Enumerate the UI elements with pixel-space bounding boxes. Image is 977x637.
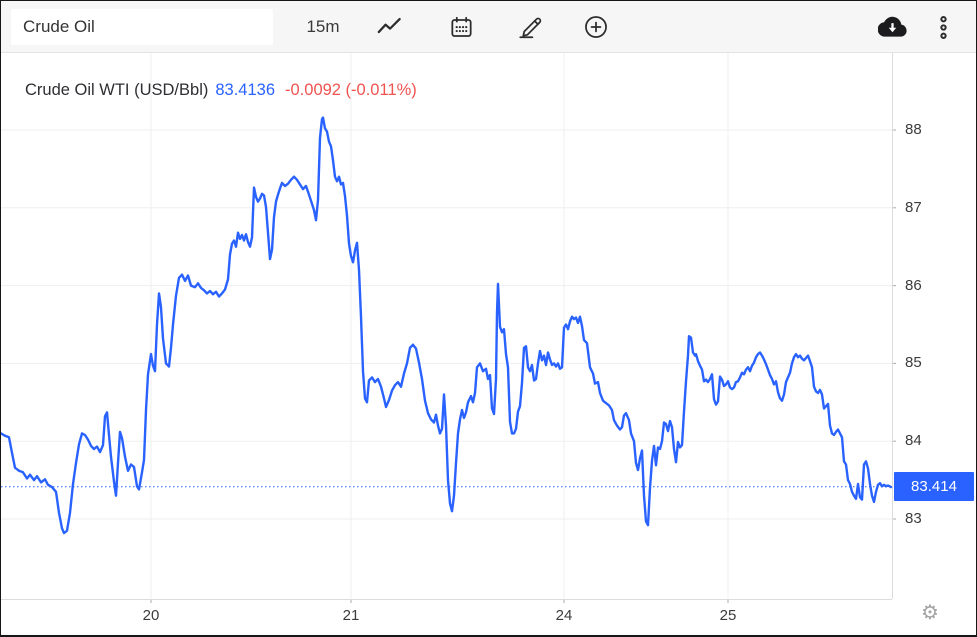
date-range-button[interactable] — [445, 9, 477, 45]
gridlines — [1, 53, 896, 603]
pencil-icon — [517, 13, 545, 41]
symbol-search-input[interactable] — [11, 9, 273, 45]
add-button[interactable] — [579, 9, 613, 45]
more-menu-button[interactable] — [928, 9, 958, 45]
toolbar: 15m — [1, 1, 976, 53]
download-button[interactable] — [875, 9, 909, 45]
y-tick-label[interactable]: 88 — [905, 121, 922, 138]
x-tick-label[interactable]: 25 — [719, 607, 737, 624]
price-chart[interactable] — [1, 53, 977, 637]
timeframe-label: 15m — [306, 17, 340, 36]
axis-settings-gear-icon[interactable]: ⚙ — [918, 601, 942, 625]
line-chart-icon — [376, 14, 403, 41]
plus-circle-icon — [582, 13, 610, 41]
timeframe-button[interactable]: 15m — [299, 9, 347, 45]
y-tick-label[interactable]: 86 — [905, 276, 922, 294]
draw-button[interactable] — [514, 9, 548, 45]
y-tick-label[interactable]: 84 — [905, 432, 922, 450]
last-price-label: 83.414 — [894, 472, 974, 502]
chart-legend: Crude Oil WTI (USD/Bbl) 83.4136 -0.0092 (-… — [25, 81, 417, 100]
change-value: -0.0092 (-0.011%) — [285, 81, 417, 99]
y-tick-label[interactable]: 85 — [905, 354, 922, 372]
symbol-name: Crude Oil WTI (USD/Bbl) — [25, 81, 209, 99]
y-tick-label[interactable]: 87 — [905, 198, 922, 216]
kebab-menu-icon — [931, 14, 956, 41]
y-tick-label[interactable]: 83 — [905, 510, 922, 527]
cloud-download-icon — [877, 15, 907, 39]
x-tick-label[interactable]: 21 — [342, 607, 360, 624]
price-line — [1, 116, 893, 535]
calendar-icon — [449, 15, 474, 40]
chart-style-button[interactable] — [373, 9, 405, 45]
last-value: 83.4136 — [215, 81, 276, 99]
x-tick-label[interactable]: 24 — [555, 607, 573, 624]
x-tick-label[interactable]: 20 — [142, 607, 160, 624]
